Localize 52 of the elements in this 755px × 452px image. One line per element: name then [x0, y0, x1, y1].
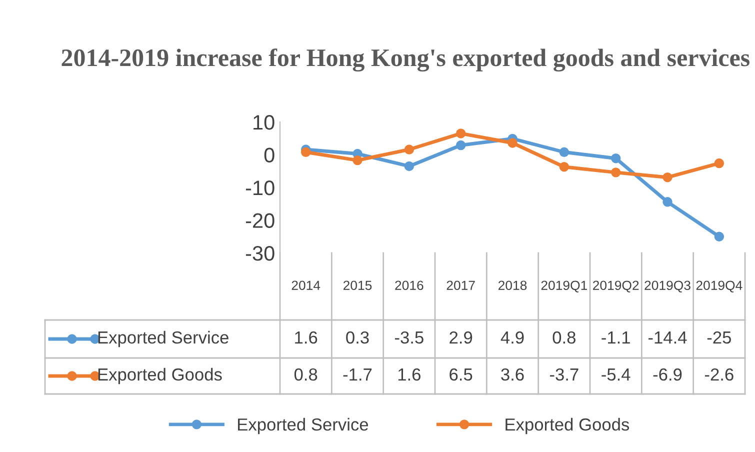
point: [559, 147, 570, 157]
data-label: 3.6: [501, 368, 524, 381]
chart-title: 2014-2019 increase for Hong Kong's exported goods and services: [62, 48, 750, 72]
data-label: 1.6: [295, 331, 318, 344]
point: [508, 138, 518, 148]
data-label: 0.8: [294, 368, 318, 381]
data-label: 0.8: [552, 331, 576, 344]
point: [456, 140, 466, 150]
y-tick-label: -20: [246, 213, 274, 228]
data-label: -6.9: [653, 368, 682, 381]
x-tick-label: 2019Q3: [644, 280, 690, 292]
y-tick-label: -30: [246, 246, 274, 261]
legend-label: Exported Goods: [98, 368, 222, 384]
point: [714, 232, 724, 242]
point: [610, 153, 621, 164]
point: [300, 147, 311, 157]
data-label: -2.6: [704, 368, 734, 381]
x-tick-label: 2014: [292, 280, 320, 290]
data-label: 0.3: [346, 331, 369, 344]
data-label: -1.7: [343, 368, 372, 380]
data-label: 4.9: [500, 331, 524, 344]
text: Exported Service: [238, 418, 368, 434]
point: [404, 144, 414, 154]
data-label: -1.1: [602, 332, 630, 344]
point: [352, 155, 362, 166]
x-tick-label: 2017: [446, 280, 475, 290]
data-label: -3.7: [550, 368, 578, 381]
data-label: -14.4: [648, 332, 687, 344]
point: [559, 162, 570, 172]
point: [404, 161, 414, 172]
y-tick-label: 10: [254, 115, 274, 130]
data-label: -3.5: [394, 331, 424, 344]
point: [714, 158, 724, 168]
x-tick-label: 2016: [395, 280, 424, 290]
y-tick-label: -10: [246, 180, 274, 196]
point: [456, 128, 466, 138]
data-label: 6.5: [450, 368, 472, 381]
y-tick-label: 0: [264, 148, 274, 163]
point: [610, 168, 621, 178]
data-label: -25: [707, 331, 731, 344]
point: [662, 197, 672, 207]
point: [662, 172, 672, 182]
x-tick-label: 2015: [343, 280, 372, 290]
data-label: 2.9: [450, 331, 472, 344]
data-label: -5.4: [602, 368, 630, 381]
legend-label: Exported Service: [98, 330, 228, 348]
x-tick-label: 2019Q4: [696, 280, 742, 292]
x-tick-label: 2019Q2: [593, 280, 639, 292]
x-tick-label: 2018: [498, 280, 527, 290]
x-tick-label: 2019Q1: [541, 280, 587, 292]
data-label: 1.6: [398, 368, 420, 381]
text: Exported Goods: [506, 418, 630, 434]
